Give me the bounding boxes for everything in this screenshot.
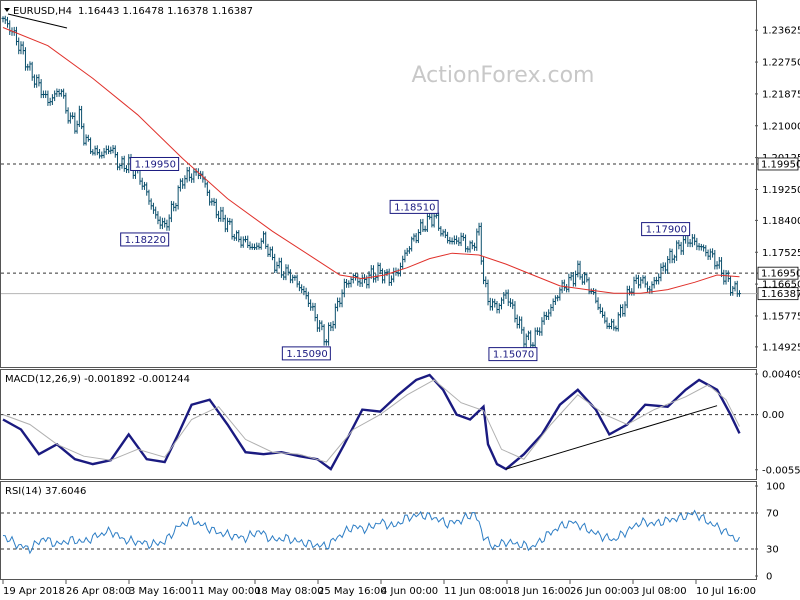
price-tick-label: 1.17525: [762, 248, 800, 259]
price-bars: [1, 15, 742, 350]
price-tick-label: 1.16650: [762, 280, 800, 291]
price-tick-label: 1.19250: [762, 185, 800, 196]
ma-line: [2, 27, 740, 294]
rsi-pane-frame: [0, 481, 757, 580]
price-tick-label: 1.21875: [762, 89, 800, 100]
swing-label: 1.18510: [394, 202, 435, 213]
level-price-box: [757, 266, 799, 280]
rsi-tick-label: 70: [766, 509, 779, 520]
drawn-trendline: [7, 13, 68, 29]
time-tick-label: 11 May 00:00: [192, 586, 261, 597]
time-tick-label: 26 Apr 08:00: [66, 586, 131, 597]
swing-label: 1.18220: [125, 235, 166, 246]
macd-line: [2, 373, 741, 471]
swing-label-box: [488, 347, 538, 362]
level-price-box: [757, 157, 799, 171]
swing-label-box: [120, 232, 170, 247]
time-tick-label: 25 May 16:00: [318, 586, 387, 597]
price-pane-frame: [0, 0, 757, 368]
time-tick-label: 18 May 08:00: [255, 586, 324, 597]
time-tick-label: 26 Jun 00:00: [570, 586, 634, 597]
time-axis: 19 Apr 2018 26 Apr 08:003 May 16:00 11 May…: [2, 580, 756, 597]
price-levels: 1.19950 1.16950 1.16387: [1, 157, 800, 301]
macd-title: MACD(12,26,9) -0.001892 -0.001244: [5, 374, 190, 385]
macd-lines: [2, 373, 741, 471]
swing-label-box: [281, 346, 331, 361]
price-tick-label: 1.18400: [762, 216, 800, 227]
signal-line: [2, 379, 740, 463]
rsi-line: [2, 509, 740, 555]
chart-symbol: EURUSD,H4: [13, 6, 72, 17]
level-price-label: 1.19950: [761, 159, 800, 170]
time-tick-label: 3 Jul 08:00: [633, 586, 687, 597]
rsi-axis: 100 70 30 0: [1, 482, 785, 583]
time-tick-label: 19 Apr 2018: [3, 586, 65, 597]
price-tick-label: 1.22750: [762, 58, 800, 69]
swing-label: 1.15090: [286, 349, 327, 360]
price-tick-label: 1.23625: [762, 26, 800, 37]
level-price-label: 1.16950: [761, 269, 800, 280]
moving-average: [2, 13, 740, 294]
price-tick-label: 1.21000: [762, 121, 800, 132]
swing-label-box: [130, 156, 180, 171]
macd-pane-frame: [0, 369, 757, 480]
watermark: ActionForex.com: [412, 63, 595, 88]
rsi-tick-label: 100: [766, 482, 785, 493]
level-price-label: 1.16387: [761, 289, 800, 300]
rsi-tick-label: 30: [766, 545, 779, 556]
macd-trendline: [505, 405, 718, 470]
time-tick-label: 18 Jun 16:00: [507, 586, 571, 597]
swing-label: 1.17900: [646, 225, 687, 236]
swing-label-box: [389, 199, 439, 214]
rsi-title: RSI(14) 37.6046: [5, 486, 86, 497]
macd-tick-label: 0.00: [762, 410, 784, 421]
swing-label: 1.19950: [135, 159, 176, 170]
time-tick-label: 4 Jun 00:00: [381, 586, 438, 597]
chart-menu-arrow-icon[interactable]: [4, 8, 10, 12]
macd-tick-label: 0.004094: [762, 370, 800, 381]
swing-label-box: [641, 222, 691, 237]
rsi-tick-label: 0: [766, 572, 772, 583]
time-tick-label: 11 Jun 08:00: [444, 586, 508, 597]
time-tick-label: 3 May 16:00: [129, 586, 191, 597]
level-price-box: [757, 287, 799, 301]
swing-annotations: 1.19950 1.18220 1.15090 1.18510 1.15070 1.179…: [120, 156, 691, 362]
swing-label: 1.15070: [493, 350, 534, 361]
time-tick-label: 10 Jul 16:00: [696, 586, 756, 597]
price-tick-label: 1.15775: [762, 311, 800, 322]
chart-ohlc: 1.16443 1.16478 1.16378 1.16387: [78, 6, 253, 17]
price-tick-label: 1.14925: [762, 342, 800, 353]
rsi-line: [2, 509, 740, 555]
macd-tick-label: -0.005568: [762, 465, 800, 476]
price-axis: 1.236251.227501.218751.210001.201251.192…: [755, 26, 800, 353]
